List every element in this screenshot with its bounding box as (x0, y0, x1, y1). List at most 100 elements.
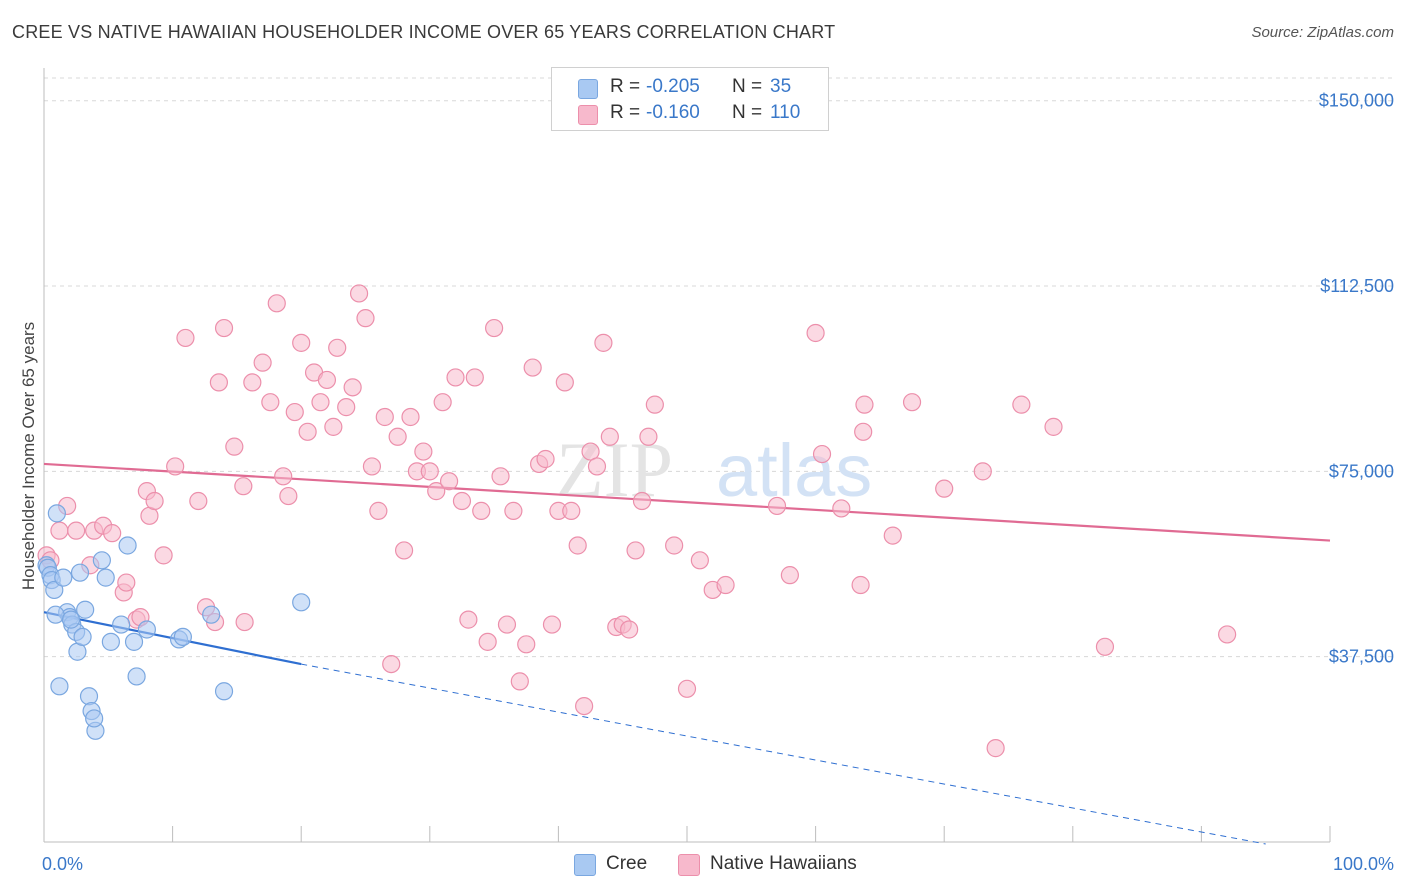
y-tick-labels: $37,500 $75,000 $112,500 $150,000 (1319, 91, 1394, 667)
point-native-hawaiians-9 (117, 573, 136, 592)
point-native-hawaiians-56 (439, 472, 459, 491)
point-cree-26 (173, 627, 192, 647)
point-native-hawaiians-40 (337, 398, 356, 417)
point-native-hawaiians-53 (420, 462, 439, 481)
point-native-hawaiians-101 (855, 395, 874, 414)
point-cree-27 (50, 677, 69, 696)
point-native-hawaiians-21 (209, 373, 228, 392)
point-native-hawaiians-55 (433, 393, 452, 412)
data-points (37, 284, 1237, 758)
point-native-hawaiians-34 (298, 422, 317, 441)
point-native-hawaiians-44 (362, 457, 382, 476)
point-cree-4 (45, 580, 64, 600)
point-cree-32 (292, 593, 311, 612)
point-cree-5 (47, 504, 66, 523)
legend-row-native-hawaiians: R = -0.160 N = 110 (552, 100, 828, 128)
point-native-hawaiians-81 (600, 427, 619, 446)
point-native-hawaiians-49 (394, 541, 414, 560)
point-cree-15 (79, 687, 99, 706)
point-native-hawaiians-30 (274, 467, 293, 486)
series-legend: Cree Native Hawaiians (0, 852, 1406, 878)
legend-r-value: -0.160 (646, 102, 700, 123)
y-axis-label: Householder Income Over 65 years (19, 322, 38, 590)
point-cree-13 (73, 627, 92, 647)
point-native-hawaiians-7 (103, 524, 122, 543)
point-native-hawaiians-17 (176, 328, 195, 348)
point-native-hawaiians-52 (414, 442, 433, 461)
point-native-hawaiians-33 (292, 333, 311, 352)
point-native-hawaiians-26 (243, 373, 262, 392)
point-native-hawaiians-80 (594, 333, 613, 352)
point-native-hawaiians-93 (716, 575, 735, 595)
point-native-hawaiians-45 (369, 501, 388, 520)
point-native-hawaiians-59 (459, 610, 478, 629)
point-native-hawaiians-90 (677, 679, 697, 698)
point-cree-21 (118, 536, 137, 555)
trend-line-1 (43, 462, 1331, 542)
y-tick-label-2: $112,500 (1320, 276, 1394, 296)
legend-n-value: 35 (770, 76, 792, 97)
point-native-hawaiians-43 (356, 309, 375, 328)
point-native-hawaiians-96 (806, 323, 825, 343)
point-native-hawaiians-102 (883, 526, 902, 545)
point-cree-34 (61, 610, 81, 629)
chart-source: Source: ZipAtlas.com (1251, 24, 1394, 41)
axes (43, 68, 1331, 843)
point-native-hawaiians-23 (225, 437, 244, 456)
point-native-hawaiians-61 (472, 501, 491, 520)
point-native-hawaiians-107 (1012, 395, 1031, 414)
point-native-hawaiians-88 (645, 395, 664, 414)
point-cree-22 (124, 632, 144, 651)
point-cree-23 (127, 667, 146, 686)
point-native-hawaiians-75 (562, 501, 581, 520)
point-cree-31 (214, 682, 234, 701)
point-cree-17 (92, 551, 111, 570)
point-native-hawaiians-103 (902, 393, 922, 412)
point-cree-6 (54, 568, 73, 587)
legend-swatch-cree (574, 854, 596, 876)
legend-r-label: R = (610, 76, 641, 97)
point-native-hawaiians-25 (235, 612, 254, 632)
point-native-hawaiians-67 (510, 672, 529, 691)
point-native-hawaiians-77 (575, 696, 594, 716)
point-native-hawaiians-89 (665, 536, 684, 555)
point-native-hawaiians-100 (854, 422, 873, 441)
point-native-hawaiians-86 (632, 491, 652, 511)
point-native-hawaiians-63 (485, 318, 504, 338)
y-tick-label-1: $75,000 (1329, 461, 1394, 481)
point-native-hawaiians-95 (780, 566, 799, 585)
point-native-hawaiians-47 (382, 654, 401, 674)
legend-row-cree: R = -0.205 N = 35 (552, 74, 828, 102)
point-cree-33 (46, 605, 65, 624)
point-native-hawaiians-68 (517, 635, 536, 654)
point-native-hawaiians-91 (690, 551, 709, 570)
point-cree-14 (76, 600, 95, 619)
point-native-hawaiians-54 (427, 482, 446, 501)
y-tick-label-0: $37,500 (1329, 647, 1394, 667)
point-native-hawaiians-22 (214, 318, 234, 338)
x-tick-label-min: 0.0% (42, 854, 83, 874)
point-native-hawaiians-62 (478, 632, 497, 651)
point-native-hawaiians-15 (154, 546, 173, 565)
point-native-hawaiians-14 (145, 491, 164, 511)
legend-n-label: N = (732, 102, 763, 123)
point-native-hawaiians-58 (452, 491, 472, 511)
point-cree-19 (101, 632, 120, 651)
point-native-hawaiians-46 (375, 407, 394, 427)
legend-label-cree: Cree (606, 853, 648, 874)
grid-lines (44, 77, 1394, 658)
point-cree-24 (137, 620, 156, 639)
point-native-hawaiians-27 (253, 353, 272, 372)
point-native-hawaiians-66 (504, 501, 523, 520)
legend-n-label: N = (732, 76, 763, 97)
point-native-hawaiians-60 (465, 368, 484, 387)
point-native-hawaiians-104 (935, 479, 954, 498)
point-cree-30 (202, 605, 221, 624)
point-native-hawaiians-69 (523, 358, 542, 377)
point-native-hawaiians-42 (349, 284, 369, 303)
point-native-hawaiians-48 (388, 427, 407, 446)
point-native-hawaiians-99 (851, 575, 870, 595)
point-native-hawaiians-32 (285, 402, 304, 422)
point-native-hawaiians-109 (1095, 637, 1115, 656)
y-tick-label-3: $150,000 (1319, 91, 1394, 111)
